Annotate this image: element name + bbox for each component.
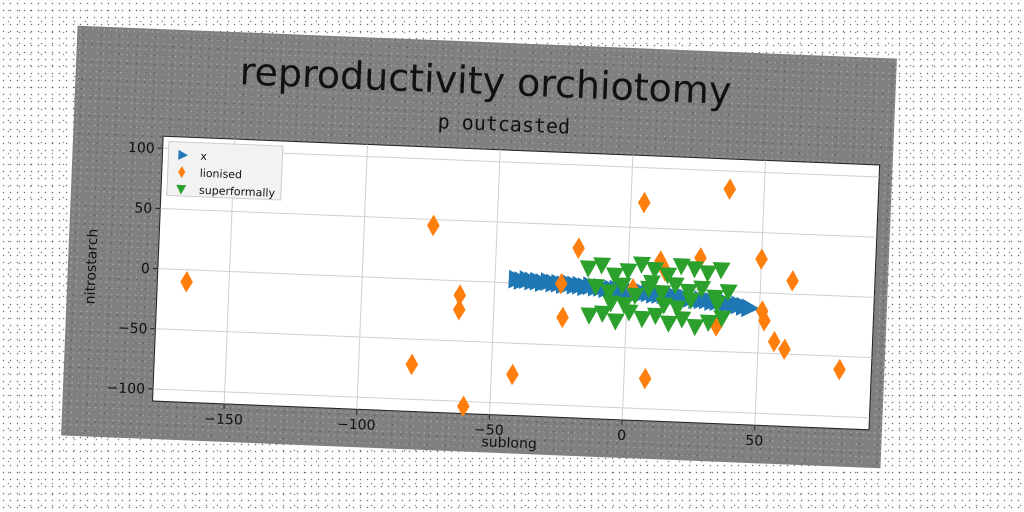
- point-superformally: [719, 283, 738, 302]
- point-lionised: [758, 309, 771, 332]
- y-tick-label: 50: [134, 200, 152, 217]
- point-superformally: [655, 297, 674, 315]
- y-tick-label: 100: [128, 140, 155, 157]
- point-lionised: [723, 178, 737, 200]
- point-lionised: [556, 306, 569, 329]
- x-tick-label: 0: [617, 428, 627, 444]
- y-axis-label: nitrostarch: [82, 228, 101, 304]
- point-lionised: [778, 338, 791, 361]
- scatter-chart: reproductivity orchiotomy p outcasted −1…: [82, 49, 881, 452]
- point-superformally: [708, 295, 727, 314]
- point-superformally: [713, 310, 732, 328]
- y-tick-label: 0: [141, 261, 151, 277]
- legend: x lionised superformally: [166, 140, 284, 201]
- point-superformally: [672, 257, 691, 276]
- point-lionised: [833, 358, 846, 381]
- point-superformally: [619, 263, 638, 281]
- point-superformally: [659, 315, 678, 333]
- legend-label-lionised: lionised: [199, 167, 242, 182]
- point-superformally: [586, 278, 605, 297]
- legend-box: [166, 140, 284, 201]
- point-superformally: [666, 277, 685, 295]
- point-lionised: [427, 214, 440, 237]
- point-lionised: [786, 270, 799, 292]
- point-superformally: [633, 310, 652, 329]
- legend-marker-superformally: [176, 184, 187, 195]
- point-superformally: [659, 267, 678, 285]
- legend-label-superformally: superformally: [199, 184, 276, 200]
- series-superformally: [579, 256, 738, 337]
- chart-title: reproductivity orchiotomy: [239, 49, 732, 113]
- point-superformally: [606, 313, 625, 331]
- point-lionised: [457, 395, 470, 418]
- point-superformally: [686, 318, 705, 337]
- point-superformally: [602, 294, 621, 313]
- y-tick-label: −50: [118, 320, 148, 337]
- point-superformally: [600, 284, 619, 302]
- point-superformally: [646, 261, 665, 280]
- point-superformally: [682, 292, 701, 310]
- point-superformally: [653, 284, 672, 303]
- chart-card: reproductivity orchiotomy p outcasted −1…: [61, 25, 897, 469]
- point-superformally: [668, 300, 687, 318]
- point-superformally: [579, 260, 598, 278]
- grid-lines: [153, 139, 880, 426]
- y-tick-label: −100: [106, 380, 145, 398]
- point-x: [741, 298, 760, 318]
- point-superformally: [693, 280, 712, 298]
- legend-marker-lionised: [178, 166, 186, 179]
- point-superformally: [606, 267, 625, 285]
- point-superformally: [580, 307, 599, 325]
- legend-marker-x: [178, 149, 188, 160]
- point-lionised: [767, 330, 781, 353]
- point-superformally: [615, 296, 634, 315]
- point-lionised: [453, 284, 467, 307]
- point-lionised: [638, 367, 652, 390]
- point-superformally: [633, 256, 652, 274]
- chart-subtitle: p outcasted: [437, 109, 570, 138]
- point-lionised: [755, 300, 769, 322]
- point-superformally: [626, 287, 645, 305]
- point-superformally: [699, 265, 718, 283]
- point-superformally: [712, 262, 731, 280]
- y-grid-line: [153, 388, 870, 419]
- point-lionised: [755, 248, 768, 270]
- x-axis-label: sublong: [481, 434, 537, 452]
- legend-label-x: x: [200, 150, 208, 163]
- point-lionised: [637, 191, 651, 214]
- point-lionised: [452, 298, 466, 321]
- point-superformally: [699, 314, 718, 332]
- point-superformally: [613, 277, 632, 295]
- axis-ticks: −150 −100 −50 0 50 −100 −50 0 50 100: [106, 140, 763, 450]
- point-superformally: [679, 283, 698, 302]
- point-lionised: [180, 271, 193, 293]
- y-grid-line: [155, 328, 872, 359]
- point-lionised: [405, 353, 419, 376]
- point-lionised: [572, 237, 585, 259]
- x-tick-label: −150: [204, 411, 243, 429]
- data-marks: [180, 178, 846, 418]
- point-lionised: [554, 272, 568, 295]
- point-superformally: [642, 274, 661, 293]
- y-grid-line: [160, 207, 877, 238]
- point-superformally: [593, 305, 612, 323]
- x-tick-label: 50: [745, 433, 763, 450]
- x-tick-label: −100: [337, 416, 376, 434]
- point-superformally: [646, 307, 665, 326]
- point-superformally: [593, 257, 612, 275]
- point-lionised: [506, 363, 519, 386]
- x-tick-label: −50: [474, 422, 504, 439]
